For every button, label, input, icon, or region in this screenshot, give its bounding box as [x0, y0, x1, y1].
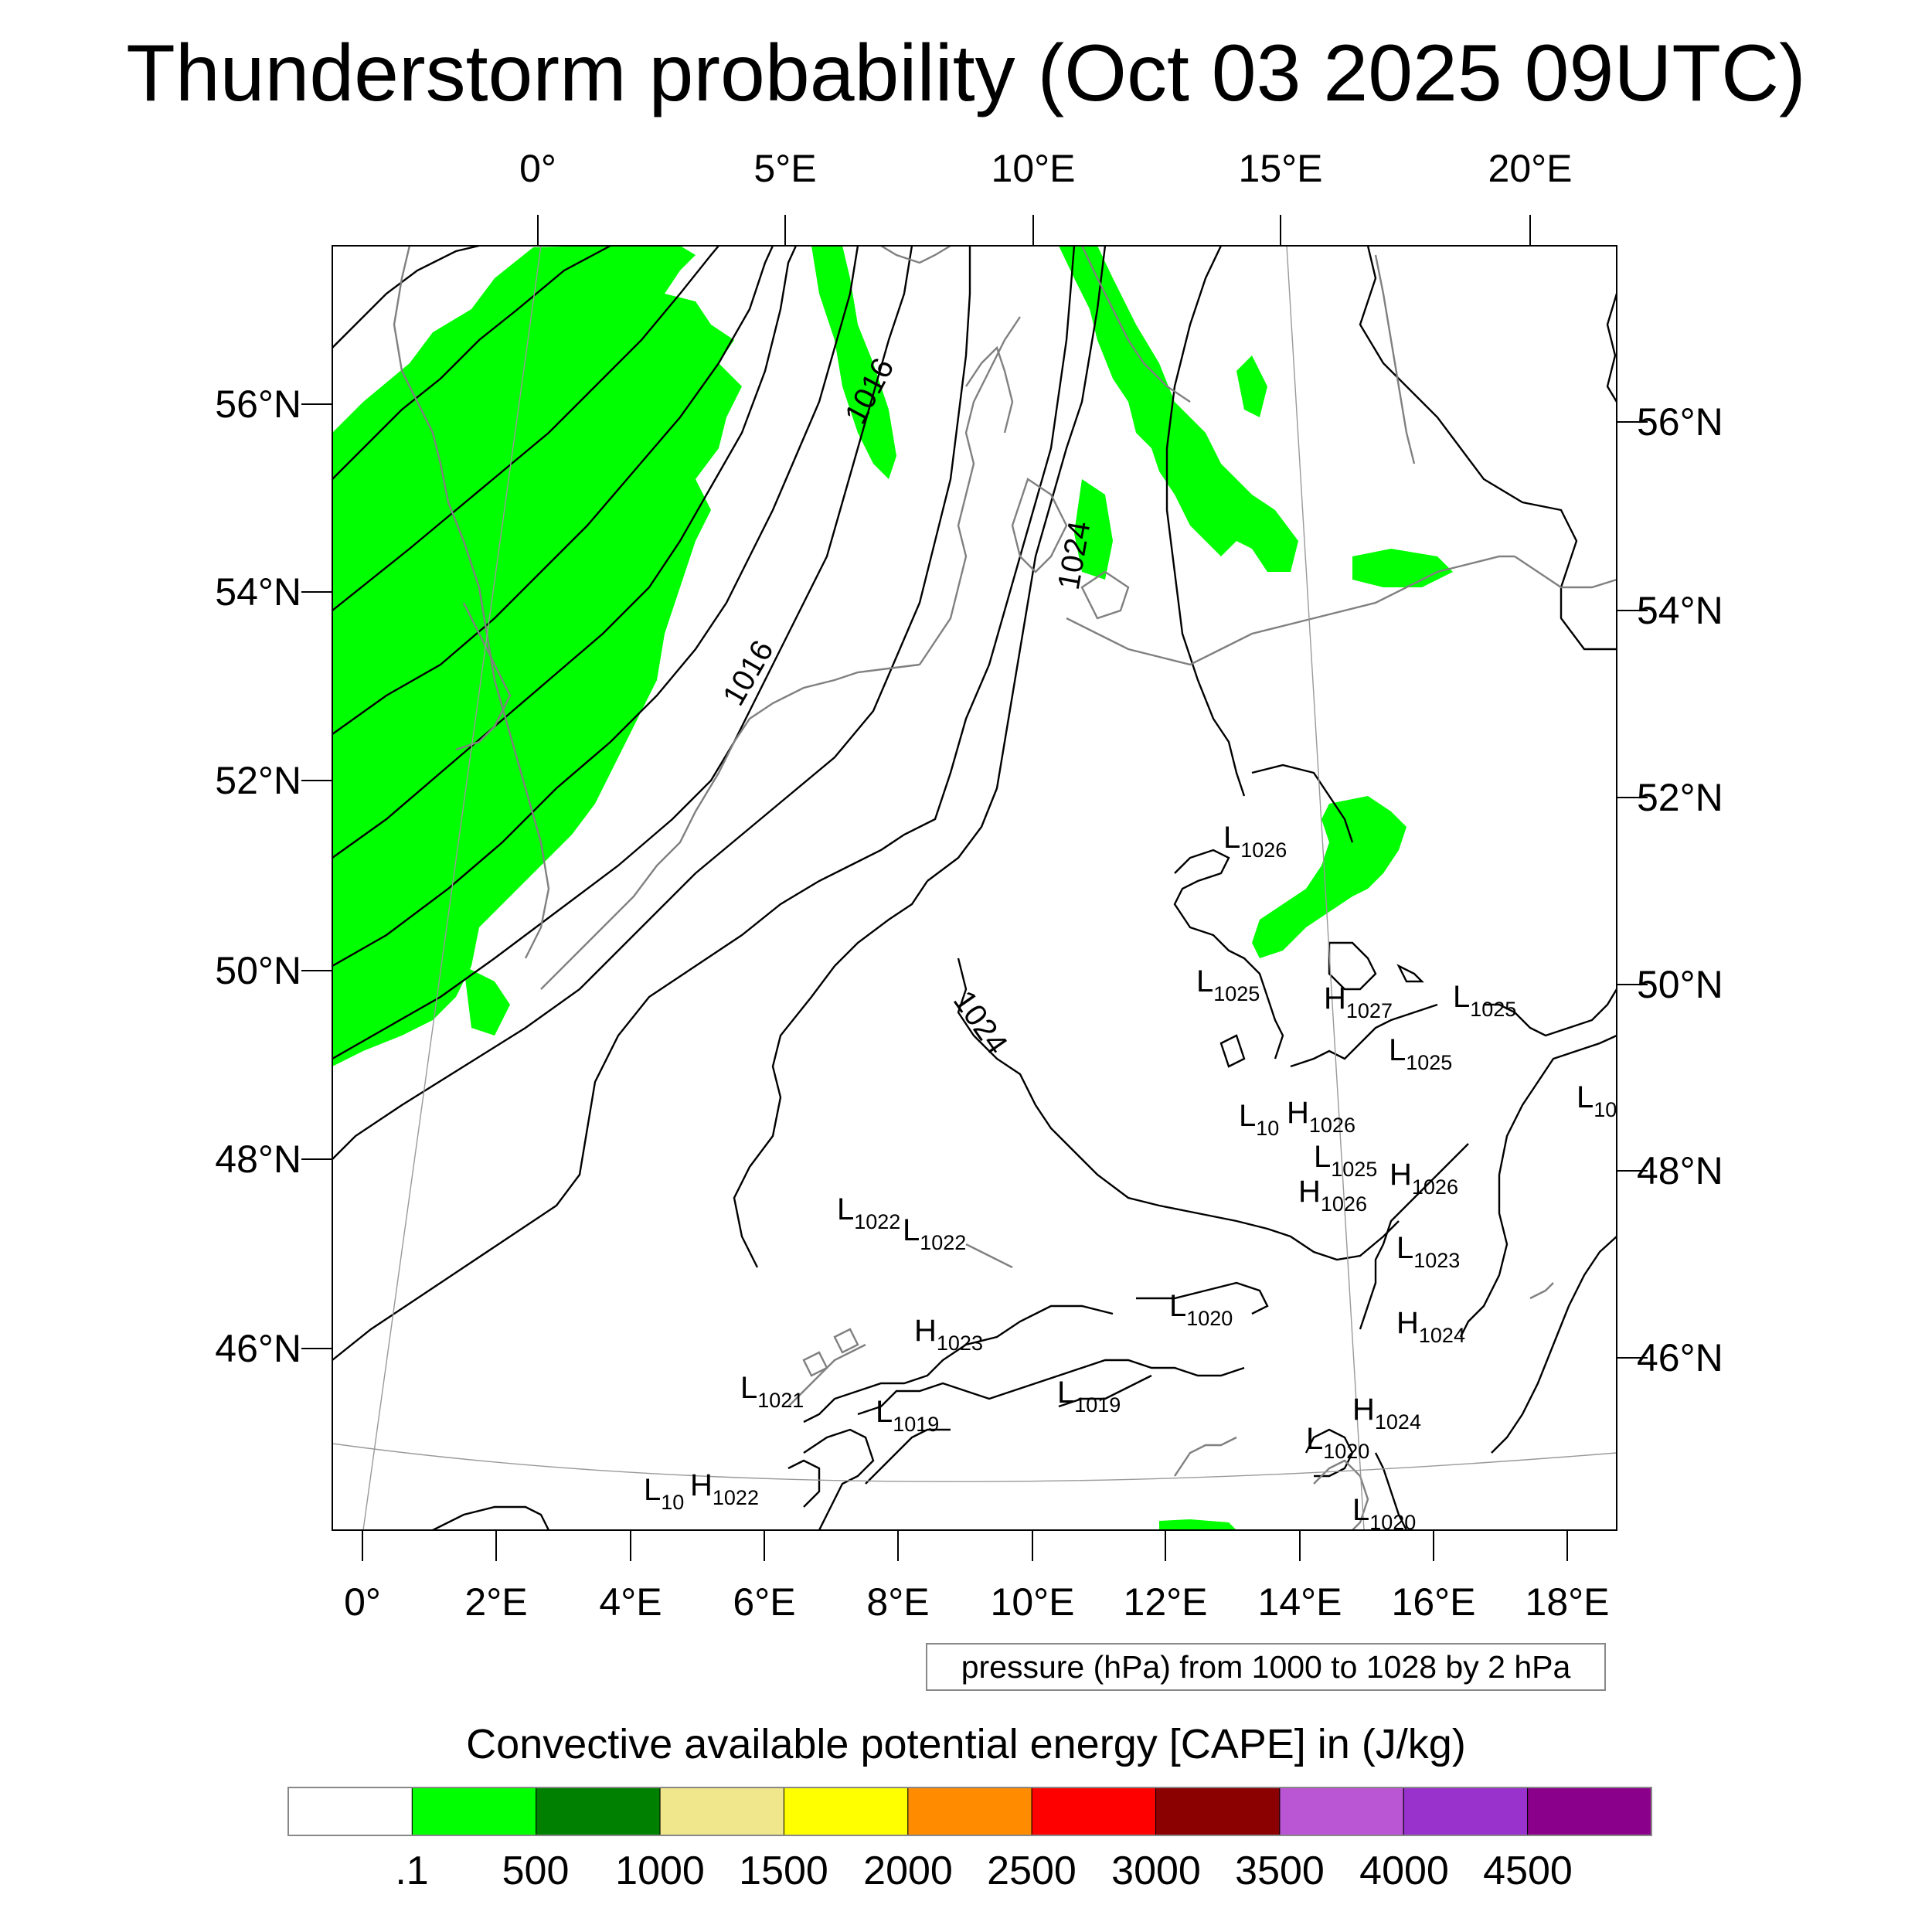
pressure-center: H1022: [690, 1468, 759, 1509]
colorbar-swatch: [1403, 1787, 1529, 1836]
pressure-center: L1021: [740, 1371, 804, 1412]
lon-label-top: 20°E: [1488, 147, 1573, 190]
pressure-center: H1024: [1352, 1393, 1421, 1434]
pressure-center: L1020: [1169, 1289, 1233, 1330]
colorbar-swatch: [1031, 1787, 1157, 1836]
lon-label-bottom: 4°E: [599, 1580, 662, 1624]
cape-colorbar: [287, 1787, 1652, 1836]
colorbar-label: 4500: [1483, 1849, 1573, 1893]
pressure-center: L1025: [1314, 1140, 1378, 1181]
pressure-center: H1026: [1287, 1096, 1355, 1137]
lon-label-top: 0°: [519, 147, 556, 190]
pressure-center: L1020: [1306, 1422, 1370, 1463]
colorbar-swatch: [1279, 1787, 1404, 1836]
lon-label-bottom: 18°E: [1525, 1580, 1610, 1624]
colorbar-swatch: [1527, 1787, 1652, 1836]
pressure-center: L1022: [903, 1213, 967, 1254]
pressure-center: H1024: [1396, 1306, 1465, 1347]
colorbar-label: 2000: [863, 1849, 953, 1893]
pressure-center: L10: [1577, 1080, 1617, 1121]
lat-label-left: 54°N: [215, 570, 301, 614]
pressure-center: L10: [644, 1473, 685, 1514]
colorbar-label: 2500: [987, 1849, 1077, 1893]
pressure-center: H1023: [914, 1314, 983, 1355]
pressure-center: L1019: [1057, 1376, 1121, 1417]
colorbar-swatch: [907, 1787, 1032, 1836]
lat-label-left: 52°N: [215, 759, 301, 802]
lon-label-top: 10°E: [991, 147, 1076, 190]
pressure-center: H1026: [1389, 1158, 1458, 1199]
lon-label-bottom: 14°E: [1257, 1580, 1342, 1624]
lat-label-right: 52°N: [1637, 776, 1723, 819]
colorbar-swatch: [411, 1787, 537, 1836]
pressure-center: H1027: [1324, 981, 1393, 1022]
pressure-center: L1025: [1196, 964, 1260, 1005]
lon-label-bottom: 10°E: [990, 1580, 1075, 1624]
pressure-legend-note: pressure (hPa) from 1000 to 1028 by 2 hP…: [926, 1643, 1606, 1691]
colorbar-border: [287, 1787, 1652, 1836]
colorbar-swatch: [1155, 1787, 1281, 1836]
cape-area: [332, 246, 1453, 1530]
pressure-center: H1026: [1298, 1175, 1367, 1216]
isobar-label: 1024: [947, 985, 1014, 1060]
lon-label-bottom: 16°E: [1391, 1580, 1476, 1624]
lat-label-right: 56°N: [1637, 400, 1723, 444]
lon-label-bottom: 2°E: [464, 1580, 528, 1624]
colorbar-label: 1000: [615, 1849, 705, 1893]
lat-label-left: 46°N: [215, 1327, 301, 1370]
pressure-center: L1025: [1389, 1033, 1453, 1074]
lat-label-left: 56°N: [215, 383, 301, 426]
map-frame: [332, 245, 1617, 1531]
axis-ticks: [301, 215, 1648, 1561]
colorbar-label: 500: [502, 1849, 570, 1893]
lat-label-right: 54°N: [1637, 589, 1723, 632]
graticule: [332, 246, 1617, 1530]
colorbar-label: 1500: [739, 1849, 828, 1893]
isobar-label: 1016: [716, 634, 781, 711]
pressure-center: L1025: [1453, 980, 1517, 1021]
lon-label-bottom: 12°E: [1123, 1580, 1208, 1624]
isobars: [332, 246, 1617, 1530]
pressure-center: L1022: [837, 1192, 901, 1233]
lon-label-bottom: 6°E: [733, 1580, 796, 1624]
lat-label-right: 50°N: [1637, 963, 1723, 1006]
colorbar-swatch: [659, 1787, 784, 1836]
lat-label-left: 50°N: [215, 949, 301, 992]
lat-label-left: 48°N: [215, 1138, 301, 1181]
colorbar-swatch: [287, 1787, 413, 1836]
cape-colorbar-title: Convective available potential energy [C…: [466, 1721, 1466, 1767]
lon-label-bottom: 0°: [344, 1580, 381, 1624]
colorbar-swatch: [783, 1787, 909, 1836]
colorbar-label: .1: [395, 1849, 429, 1893]
lon-label-top: 5°E: [753, 147, 817, 190]
pressure-center: L1019: [876, 1395, 940, 1436]
lon-label-top: 15°E: [1238, 147, 1323, 190]
pressure-center: L1026: [1223, 821, 1287, 862]
lat-label-right: 46°N: [1637, 1336, 1723, 1379]
lat-label-right: 48°N: [1637, 1149, 1723, 1192]
map-title: Thunderstorm probability (Oct 03 2025 09…: [126, 29, 1806, 118]
colorbar-label: 4000: [1359, 1849, 1449, 1893]
colorbar-label: 3500: [1235, 1849, 1325, 1893]
pressure-center: L10: [1239, 1099, 1280, 1140]
lon-label-bottom: 8°E: [866, 1580, 930, 1624]
colorbar-swatch: [536, 1787, 661, 1836]
pressure-center: L1023: [1396, 1231, 1461, 1272]
colorbar-label: 3000: [1111, 1849, 1201, 1893]
coastlines: [393, 246, 1617, 1530]
pressure-center: L1020: [1352, 1493, 1417, 1534]
